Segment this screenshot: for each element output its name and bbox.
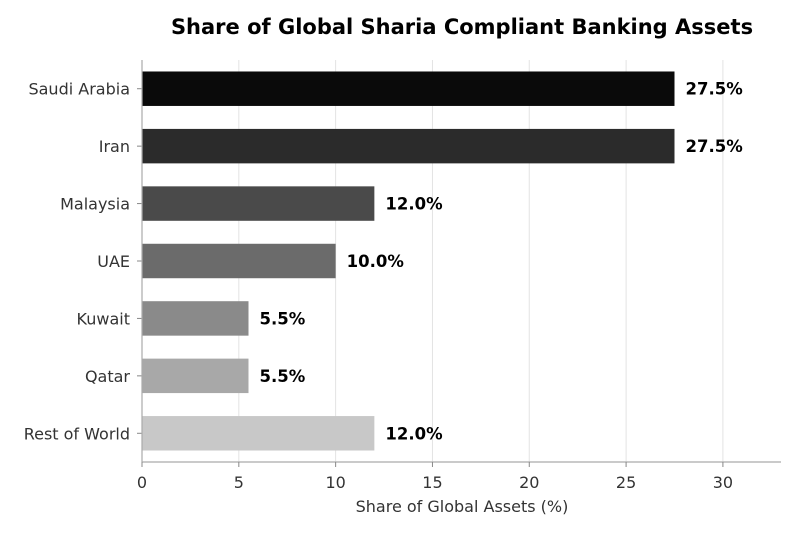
x-tick-label: 25 [616,473,636,492]
x-axis-label: Share of Global Assets (%) [356,497,569,516]
x-tick-label: 10 [325,473,345,492]
bar [142,416,375,451]
data-label: 5.5% [260,309,306,328]
bar [142,358,249,394]
x-tick-label: 15 [422,473,442,492]
y-tick-label: UAE [97,252,130,271]
data-label: 12.0% [385,424,443,443]
y-tick-label: Malaysia [60,195,130,214]
bar [142,128,675,164]
data-label: 12.0% [385,195,443,214]
bar [142,301,249,336]
x-tick-label: 5 [234,473,244,492]
y-tick-label: Qatar [85,367,130,386]
data-label: 10.0% [347,252,405,271]
y-tick-label: Rest of World [24,424,130,443]
y-tick-label: Kuwait [77,309,130,328]
axes: Saudi Arabia Iran Malaysia UAE Kuwait Qatar Re… [24,60,781,492]
chart-title: Share of Global Sharia Compliant Banking… [171,15,753,39]
bar [142,243,336,279]
grid [238,60,724,462]
x-tick-label: 0 [137,473,147,492]
y-tick-label: Saudi Arabia [28,80,130,99]
bars: 27.5% 27.5% 12.0% 10.0% 5.5% 5.5% 12.0% [142,71,744,451]
y-tick-label: Iran [99,137,130,156]
bar [142,186,375,221]
data-label: 27.5% [686,80,744,99]
bar [142,71,675,106]
data-label: 27.5% [686,137,744,156]
data-label: 5.5% [260,367,306,386]
x-tick-label: 20 [519,473,539,492]
x-tick-label: 30 [713,473,733,492]
